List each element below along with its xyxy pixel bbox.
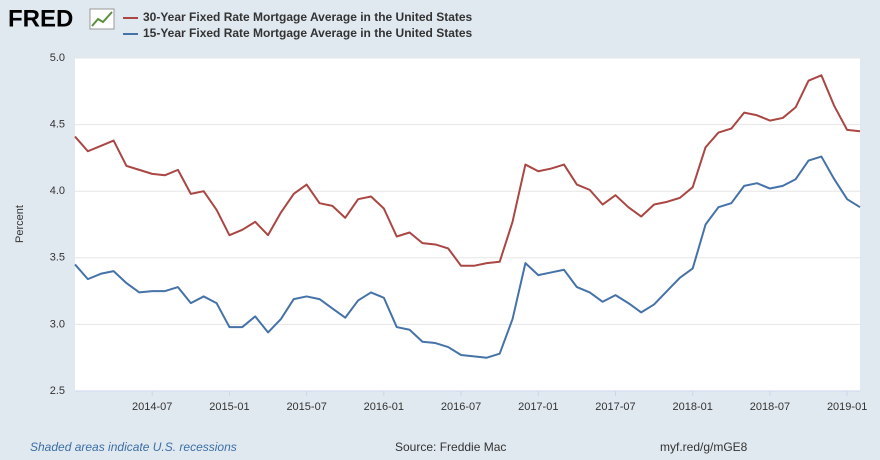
- recession-note: Shaded areas indicate U.S. recessions: [30, 440, 237, 454]
- legend-label: 30-Year Fixed Rate Mortgage Average in t…: [143, 10, 473, 24]
- x-tick-label: 2017-01: [518, 401, 558, 413]
- legend-label: 15-Year Fixed Rate Mortgage Average in t…: [143, 26, 473, 40]
- y-tick-label: 4.5: [50, 119, 65, 131]
- y-tick-label: 4.0: [50, 185, 65, 197]
- y-tick-label: 2.5: [50, 385, 65, 397]
- x-tick-label: 2015-07: [286, 401, 326, 413]
- short-link[interactable]: myf.red/g/mGE8: [660, 440, 748, 454]
- x-tick-label: 2019-01: [827, 401, 867, 413]
- y-tick-label: 3.0: [50, 318, 65, 330]
- logo-icon: [89, 8, 115, 30]
- x-tick-label: 2014-07: [132, 401, 172, 413]
- x-tick-label: 2016-07: [441, 401, 481, 413]
- x-tick-label: 2016-01: [364, 401, 404, 413]
- y-tick-label: 3.5: [50, 252, 65, 264]
- x-tick-label: 2018-01: [673, 401, 713, 413]
- plot-area: [75, 58, 860, 391]
- x-tick-label: 2015-01: [209, 401, 249, 413]
- x-tick-label: 2018-07: [750, 401, 790, 413]
- series-line: [74, 155, 861, 359]
- x-tick-label: 2017-07: [595, 401, 635, 413]
- series-line: [74, 74, 861, 267]
- y-axis-label: Percent: [14, 205, 26, 243]
- y-tick-label: 5.0: [50, 52, 65, 64]
- logo: FRED: [8, 5, 73, 32]
- source: Source: Freddie Mac: [395, 440, 506, 454]
